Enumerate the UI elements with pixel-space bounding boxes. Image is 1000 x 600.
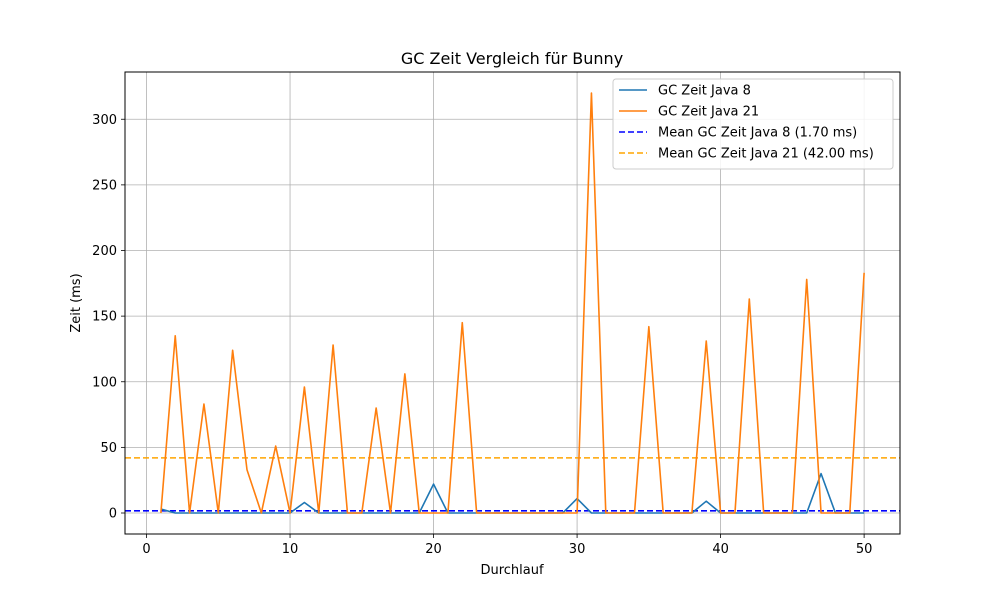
y-tick-label: 300: [92, 113, 117, 128]
series-line-1: [160, 92, 865, 514]
x-tick-label: 10: [282, 542, 299, 557]
x-axis-label: Durchlauf: [480, 563, 544, 578]
legend-label: GC Zeit Java 21: [658, 105, 759, 120]
legend-label: GC Zeit Java 8: [658, 84, 751, 99]
legend-label: Mean GC Zeit Java 21 (42.00 ms): [658, 147, 874, 162]
legend-box: [612, 78, 894, 170]
x-tick-label: 50: [856, 542, 873, 557]
x-tick-label: 0: [142, 542, 150, 557]
y-axis-ticks: 0 50 100 150 200 250 300: [92, 113, 125, 522]
y-tick-label: 50: [100, 441, 117, 456]
legend: GC Zeit Java 8 GC Zeit Java 21 Mean GC Zei…: [612, 78, 894, 170]
chart-title: GC Zeit Vergleich für Bunny: [401, 49, 623, 68]
series-lines: [160, 92, 865, 514]
y-tick-label: 150: [92, 310, 117, 325]
plot-frame: [124, 71, 901, 535]
x-tick-label: 20: [425, 542, 442, 557]
y-axis-label: Zeit (ms): [69, 273, 84, 332]
y-tick-label: 250: [92, 178, 117, 193]
y-tick-label: 0: [109, 507, 117, 522]
x-tick-label: 30: [569, 542, 586, 557]
mean-lines: [125, 457, 900, 512]
y-tick-label: 200: [92, 244, 117, 259]
legend-label: Mean GC Zeit Java 8 (1.70 ms): [658, 126, 857, 141]
x-axis-ticks: 0 10 20 30 40 50: [142, 534, 872, 557]
x-tick-label: 40: [712, 542, 729, 557]
y-tick-label: 100: [92, 375, 117, 390]
